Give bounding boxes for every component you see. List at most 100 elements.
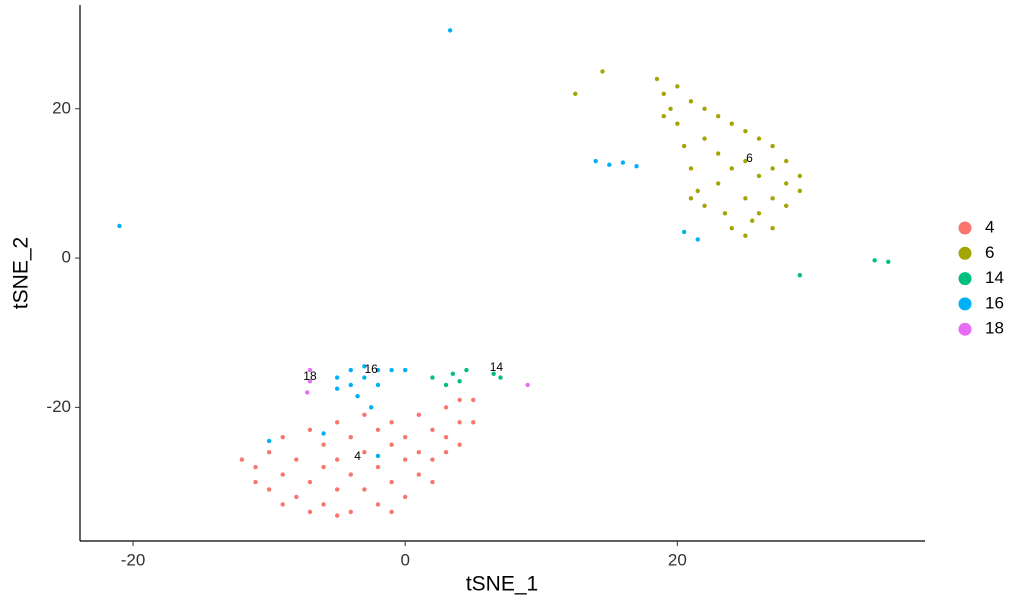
point xyxy=(334,420,340,425)
point xyxy=(702,136,707,141)
point xyxy=(334,457,340,462)
point xyxy=(498,375,503,380)
legend-label: 6 xyxy=(985,243,994,262)
point xyxy=(784,158,789,164)
point xyxy=(362,364,367,369)
point xyxy=(675,84,680,89)
point xyxy=(471,397,476,403)
point xyxy=(688,99,694,104)
point xyxy=(525,382,530,388)
point xyxy=(355,393,360,399)
point xyxy=(729,121,734,126)
point xyxy=(447,28,453,33)
y-tick-label: 20 xyxy=(52,98,71,117)
point xyxy=(305,390,310,395)
point xyxy=(348,367,353,373)
point xyxy=(348,382,353,388)
point xyxy=(253,464,258,470)
point xyxy=(681,143,687,149)
point xyxy=(573,91,578,97)
point xyxy=(450,371,456,376)
point xyxy=(695,188,700,194)
point xyxy=(457,442,462,447)
point xyxy=(430,375,435,380)
point xyxy=(457,397,462,403)
point xyxy=(715,114,721,119)
y-tick-label: 0 xyxy=(62,248,71,267)
cluster-label: 6 xyxy=(746,151,753,165)
point xyxy=(688,166,694,171)
point xyxy=(722,211,728,216)
point xyxy=(362,375,367,380)
legend-swatch xyxy=(958,221,972,235)
point xyxy=(334,375,340,380)
legend-swatch xyxy=(958,322,972,336)
point xyxy=(294,494,299,500)
point xyxy=(403,435,408,440)
point xyxy=(743,196,748,201)
point xyxy=(600,69,605,74)
point xyxy=(334,513,340,518)
point xyxy=(607,162,612,167)
point xyxy=(280,502,285,507)
point xyxy=(348,509,353,515)
point xyxy=(403,494,408,500)
point xyxy=(457,420,462,425)
point xyxy=(654,76,660,82)
point xyxy=(471,420,476,425)
point xyxy=(491,371,496,376)
point xyxy=(321,464,326,470)
point xyxy=(430,427,435,432)
point xyxy=(307,379,313,384)
point xyxy=(389,442,394,447)
point xyxy=(430,457,435,462)
legend-label: 4 xyxy=(985,217,994,236)
point xyxy=(797,273,803,278)
point xyxy=(743,128,748,134)
legend-swatch xyxy=(958,272,972,286)
legend-label: 16 xyxy=(985,293,1004,312)
point xyxy=(702,203,707,209)
point xyxy=(362,487,367,492)
x-tick-label: 20 xyxy=(668,550,687,569)
y-axis-title: tSNE_2 xyxy=(10,237,33,309)
point xyxy=(464,367,469,373)
point xyxy=(389,420,394,425)
x-tick-label: -20 xyxy=(121,550,146,569)
point xyxy=(307,427,313,432)
legend-swatch xyxy=(958,246,972,260)
point xyxy=(403,457,408,462)
point xyxy=(348,472,353,477)
point xyxy=(770,226,775,231)
point xyxy=(368,405,374,410)
point xyxy=(321,502,326,507)
point xyxy=(743,158,748,164)
point xyxy=(416,412,422,418)
point xyxy=(253,479,258,485)
x-axis-title: tSNE_1 xyxy=(466,573,538,596)
point xyxy=(389,367,394,373)
point xyxy=(294,457,299,462)
point xyxy=(321,431,326,436)
legend-swatch xyxy=(958,297,972,311)
point xyxy=(375,427,381,432)
point xyxy=(770,196,775,201)
point xyxy=(362,449,367,455)
point xyxy=(457,379,462,384)
point xyxy=(430,479,435,485)
point xyxy=(756,211,762,216)
point xyxy=(756,173,762,179)
point xyxy=(743,233,748,238)
point xyxy=(266,449,272,455)
point xyxy=(695,237,700,242)
point xyxy=(362,412,367,418)
point xyxy=(661,91,666,97)
x-tick-label: 0 xyxy=(400,550,409,569)
point xyxy=(872,258,877,263)
point xyxy=(375,453,381,459)
point xyxy=(334,487,340,492)
point xyxy=(266,438,272,444)
point xyxy=(280,435,285,440)
point xyxy=(715,151,721,156)
